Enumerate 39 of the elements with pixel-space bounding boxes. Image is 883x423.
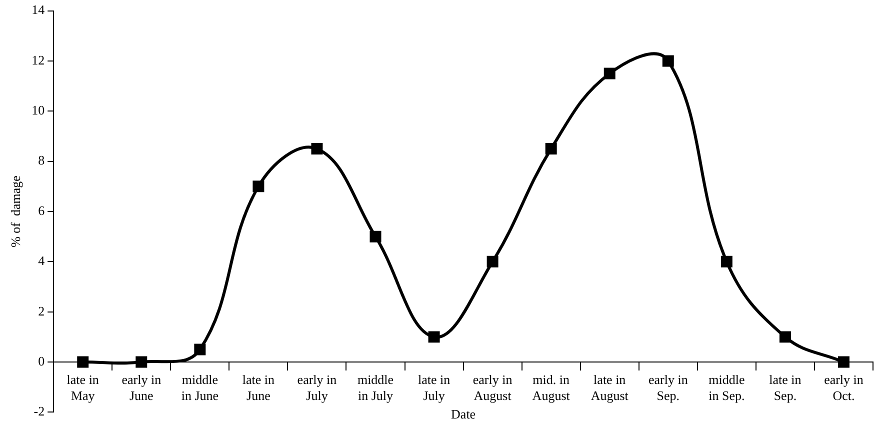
point xyxy=(604,68,616,80)
y-tick-label: 12 xyxy=(32,52,45,68)
point xyxy=(136,356,148,368)
y-tick-label: 2 xyxy=(38,303,45,318)
point xyxy=(838,356,850,368)
point xyxy=(311,143,323,155)
x-tick-label: middle in Sep. xyxy=(708,372,745,403)
x-tick-label: late in Sep. xyxy=(769,372,802,403)
x-tick-label: middle in July xyxy=(357,372,394,403)
point xyxy=(77,356,89,368)
point xyxy=(194,344,206,356)
point xyxy=(779,331,791,343)
x-tick-label: early in Sep. xyxy=(648,372,688,403)
y-tick-label: 8 xyxy=(38,152,45,168)
x-tick-label: late in August xyxy=(590,372,629,403)
x-tick-label: late in June xyxy=(242,372,276,403)
x-tick-label: early in July xyxy=(297,372,338,403)
y-tick-label: 6 xyxy=(38,202,46,218)
y-tick-label: 0 xyxy=(38,353,45,368)
point xyxy=(252,180,264,192)
y-tick-label: 14 xyxy=(32,2,46,18)
x-tick-label: early in Oct. xyxy=(824,372,864,403)
point xyxy=(545,143,557,155)
point xyxy=(720,256,732,268)
point xyxy=(486,256,498,268)
x-axis-title: Date xyxy=(451,406,476,422)
point xyxy=(370,230,382,242)
y-tick-label: -2 xyxy=(34,404,45,419)
x-tick-label: late in May xyxy=(66,372,100,403)
x-tick-label: early in June xyxy=(122,372,162,403)
x-tick-label: mid. in August xyxy=(532,372,570,403)
y-tick-label: 10 xyxy=(32,102,45,118)
x-tick-label: late in July xyxy=(418,372,451,403)
x-tick-label: middle in June xyxy=(181,372,219,403)
point xyxy=(428,331,440,343)
x-tick-label: early in August xyxy=(472,372,513,403)
y-axis-title: % of damage xyxy=(8,175,24,248)
y-tick-label: 4 xyxy=(38,253,46,268)
point xyxy=(662,55,674,67)
